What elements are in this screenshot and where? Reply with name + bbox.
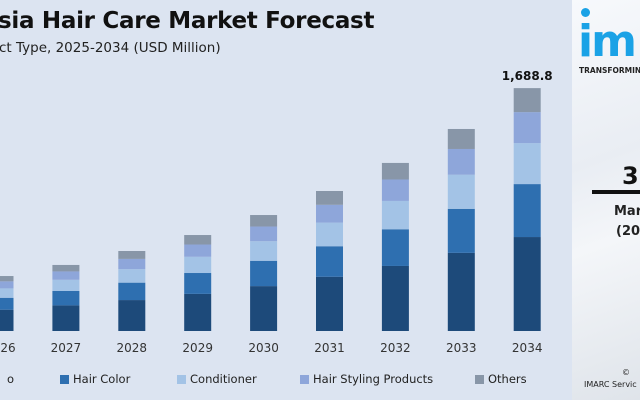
source-text: IMARC Servic (584, 380, 637, 389)
bar-segment-2028-2 (118, 269, 146, 283)
bar-segment-2030-1 (250, 260, 278, 287)
bar-segment-2028-0 (118, 300, 146, 331)
legend-item: Others (475, 372, 527, 386)
bar-segment-2033-1 (447, 208, 475, 253)
side-panel: im TRANSFORMIN 3. Mar (20 © IMARC Servic (572, 0, 640, 400)
legend-label: o (7, 372, 15, 386)
total-data-label: 1,688.8 (502, 69, 553, 83)
bar-segment-2029-4 (184, 235, 212, 245)
bar-segment-26-2 (0, 288, 14, 298)
bar-segment-2032-4 (381, 162, 409, 180)
bar-segment-2034-1 (513, 184, 541, 238)
bar-segment-2032-3 (381, 179, 409, 201)
bar-segment-2028-3 (118, 258, 146, 270)
market-year: (20 (616, 224, 640, 239)
legend-swatch (475, 374, 484, 384)
logo-tagline: TRANSFORMIN (579, 66, 640, 75)
bar-segment-2027-2 (52, 279, 80, 291)
bar-segment-26-0 (0, 309, 14, 331)
bar-segment-2031-1 (316, 246, 343, 277)
bar-segment-2027-4 (52, 264, 80, 272)
x-axis-ticks: 26 2027 2028 2029 2030 2031 2032 2033 2034 (0, 341, 542, 355)
x-tick-label: 2030 (248, 341, 279, 355)
x-tick-label: 2029 (182, 341, 213, 355)
bar-segment-2029-0 (184, 293, 212, 331)
chart-title: sia Hair Care Market Forecast (0, 8, 375, 34)
bar-segment-2034-4 (513, 88, 541, 113)
bar-segment-2032-1 (381, 229, 409, 266)
copyright: © (622, 368, 630, 377)
bar-segment-2028-4 (118, 250, 146, 259)
x-tick-label: 2028 (117, 341, 148, 355)
x-tick-label: 2034 (512, 341, 543, 355)
bar-segment-2027-1 (52, 290, 80, 306)
stacked-bar-chart: 26 2027 2028 2029 2030 2031 2032 2033 2034 1,688… (0, 69, 553, 355)
bar-segment-2030-0 (250, 286, 278, 331)
legend-item: Hair Styling Products (300, 372, 433, 386)
legend-label: Hair Color (73, 372, 131, 386)
logo-dot-icon (581, 8, 590, 17)
x-tick-label: 2031 (314, 341, 345, 355)
legend-label: Hair Styling Products (313, 372, 434, 386)
bar-segment-2030-4 (250, 215, 278, 227)
legend-item: Hair Color (60, 372, 130, 386)
x-tick-label: 26 (0, 341, 15, 355)
bar-segment-2029-2 (184, 256, 212, 274)
bar-segment-2027-0 (52, 305, 80, 331)
bar-segment-2032-0 (381, 265, 409, 331)
bar-segment-2033-2 (447, 174, 475, 209)
bar-segment-2032-2 (381, 200, 409, 230)
legend-label: Others (488, 372, 527, 386)
logo: im (578, 16, 637, 67)
x-tick-label: 2027 (51, 341, 82, 355)
bar-segment-2031-2 (316, 222, 343, 247)
bar-segment-2034-0 (513, 237, 541, 331)
bar-segment-2031-0 (316, 276, 343, 331)
legend-item: o (0, 372, 14, 386)
legend-swatch (177, 374, 186, 384)
bar-segment-2031-4 (316, 190, 343, 205)
market-label: Mar (614, 204, 640, 219)
bar-segment-2028-1 (118, 282, 146, 301)
bar-segment-2029-3 (184, 244, 212, 257)
bars-group (0, 88, 541, 331)
bar-segment-2030-3 (250, 226, 278, 242)
bar-segment-2034-3 (513, 112, 541, 144)
chart-subtitle: ct Type, 2025-2034 (USD Million) (0, 40, 221, 56)
bar-segment-26-4 (0, 276, 14, 282)
legend-swatch (300, 374, 309, 384)
bar-segment-26-1 (0, 297, 14, 310)
legend-swatch (60, 374, 69, 384)
bar-segment-2034-2 (513, 143, 541, 185)
bar-segment-26-3 (0, 281, 14, 289)
bar-segment-2033-4 (447, 128, 475, 149)
bar-segment-2027-3 (52, 271, 80, 280)
divider (592, 190, 640, 194)
bar-segment-2033-0 (447, 252, 475, 331)
legend-item: Conditioner (177, 372, 257, 386)
market-value: 3. (622, 162, 640, 190)
legend-label: Conditioner (190, 372, 257, 386)
x-tick-label: 2033 (446, 341, 477, 355)
bar-segment-2029-1 (184, 273, 212, 294)
x-tick-label: 2032 (380, 341, 411, 355)
bar-segment-2031-3 (316, 204, 343, 223)
bar-segment-2030-2 (250, 241, 278, 261)
bar-segment-2033-3 (447, 148, 475, 175)
